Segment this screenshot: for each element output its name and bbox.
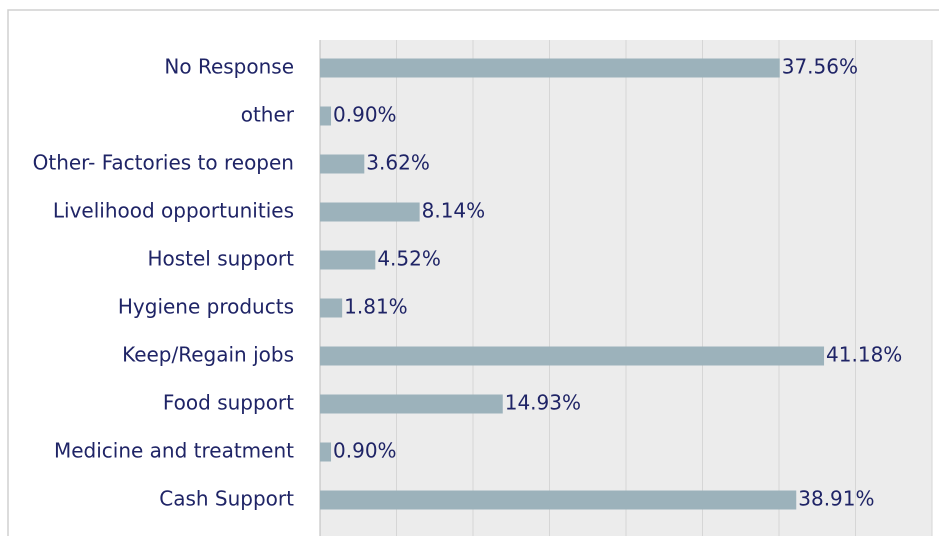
y-tick-label: Other- Factories to reopen: [33, 151, 294, 175]
y-tick-label: Food support: [163, 391, 294, 415]
bar: [320, 346, 825, 366]
data-label: 37.56%: [782, 55, 858, 79]
y-tick-label: Hostel support: [147, 247, 294, 271]
data-label: 8.14%: [422, 199, 486, 223]
y-tick-label: other: [241, 103, 295, 127]
y-tick-label: No Response: [164, 55, 294, 79]
y-tick-label: Medicine and treatment: [54, 439, 294, 463]
data-label: 0.90%: [333, 439, 397, 463]
bar: [320, 298, 343, 318]
data-label: 14.93%: [505, 391, 581, 415]
y-tick-label: Keep/Regain jobs: [122, 343, 294, 367]
y-tick-label: Livelihood opportunities: [53, 199, 294, 223]
bar: [320, 58, 780, 78]
bar: [320, 154, 365, 174]
data-label: 1.81%: [344, 295, 408, 319]
y-tick-label: Cash Support: [159, 487, 294, 511]
data-label: 41.18%: [826, 343, 902, 367]
bar: [320, 250, 376, 270]
y-tick-label: Hygiene products: [118, 295, 294, 319]
bar: [320, 106, 332, 126]
data-label: 4.52%: [377, 247, 441, 271]
data-label: 3.62%: [366, 151, 430, 175]
bar: [320, 394, 503, 414]
bar: [320, 202, 420, 222]
data-label: 38.91%: [798, 487, 874, 511]
bar: [320, 490, 797, 510]
bar: [320, 442, 332, 462]
data-label: 0.90%: [333, 103, 397, 127]
